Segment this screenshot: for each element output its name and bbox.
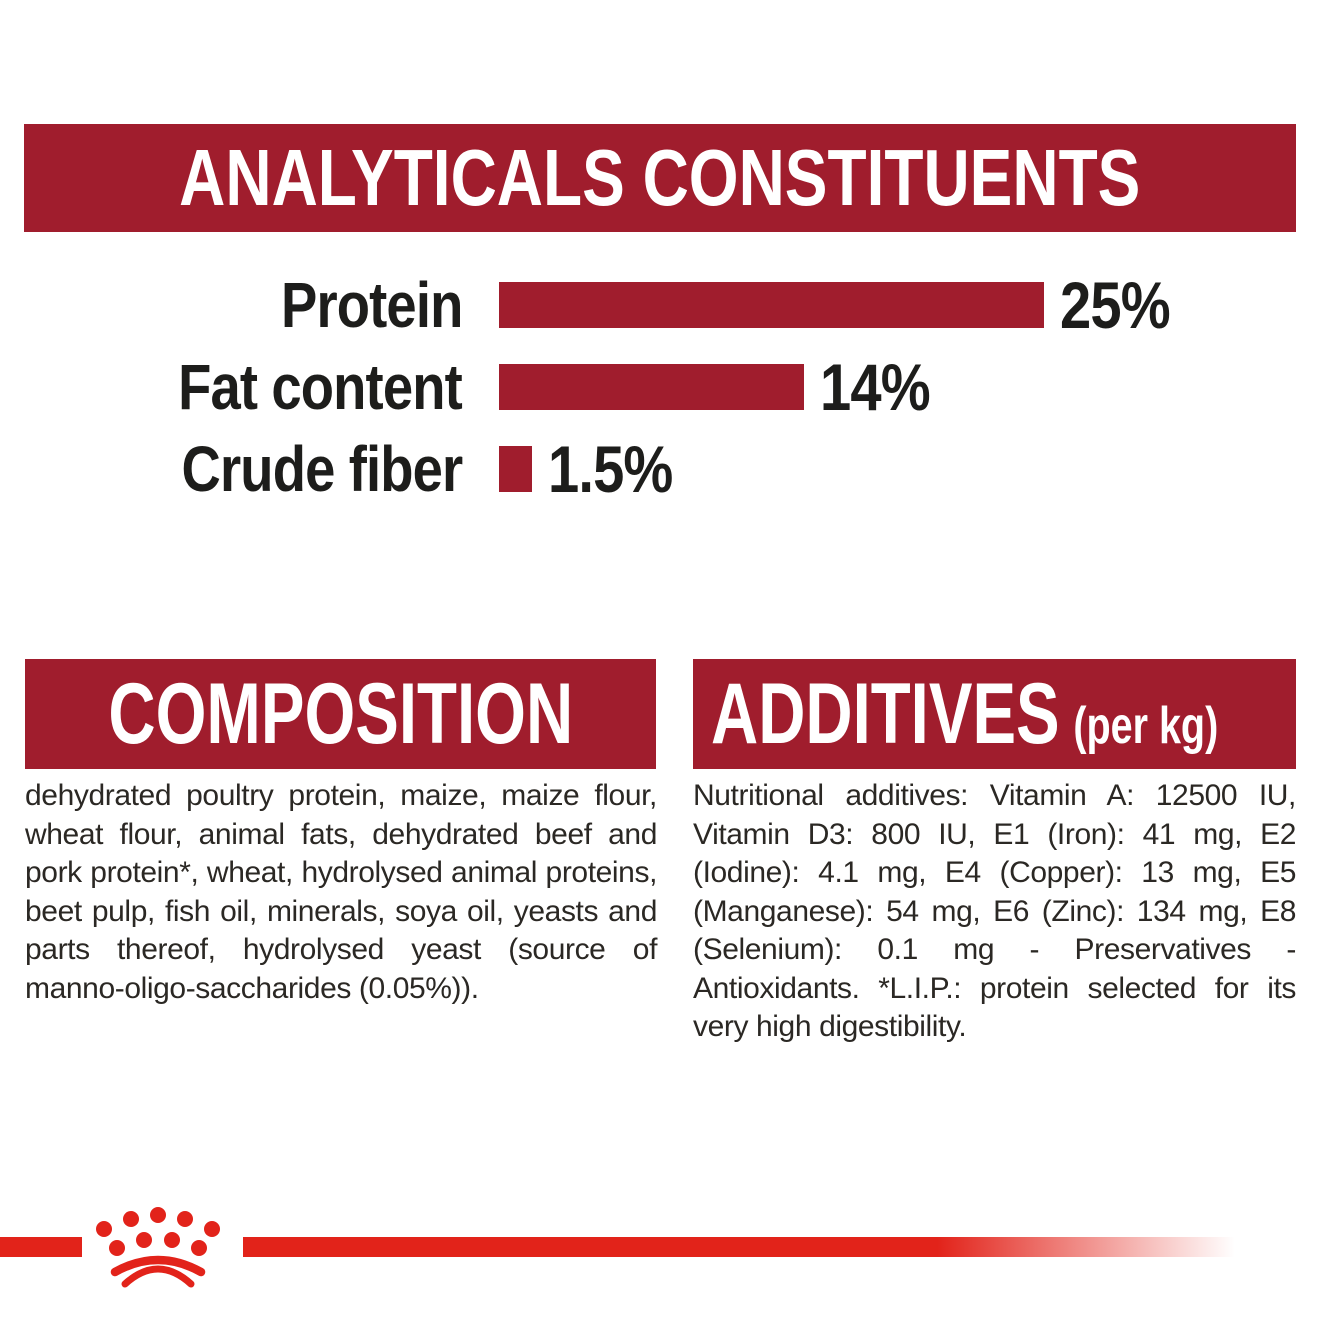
- chart-value-label: 25%: [1060, 268, 1171, 342]
- chart-bar: [499, 282, 1044, 328]
- chart-category-label-box: Fat content: [0, 351, 463, 423]
- analyticals-title: ANALYTICALS CONSTITUENTS: [179, 133, 1141, 222]
- analyticals-chart: Protein 25% Fat content 14% Crude fiber 1.5%: [0, 272, 1320, 527]
- chart-bar: [499, 446, 532, 492]
- additives-title: ADDITIVES: [711, 666, 1060, 762]
- chart-value-label: 14%: [820, 350, 931, 424]
- brand-line-left: [0, 1237, 82, 1257]
- additives-banner: ADDITIVES (per kg): [693, 659, 1296, 769]
- additives-title-suffix: (per kg): [1073, 697, 1219, 755]
- additives-title-group: ADDITIVES (per kg): [711, 671, 1218, 757]
- chart-category-label-box: Protein: [0, 269, 463, 341]
- additives-text: Nutritional additives: Vitamin A: 12500 …: [693, 779, 1296, 1043]
- chart-category-label: Fat content: [178, 351, 463, 423]
- chart-row-protein: Protein 25%: [0, 272, 1320, 338]
- composition-text: dehydrated poultry protein, maize, maize…: [25, 779, 657, 1005]
- brand-line-right: [243, 1237, 1235, 1257]
- composition-banner: COMPOSITION: [25, 659, 656, 769]
- chart-category-label: Crude fiber: [181, 433, 463, 505]
- chart-category-label-box: Crude fiber: [0, 433, 463, 505]
- chart-row-fat-content: Fat content 14%: [0, 354, 1320, 420]
- chart-row-crude-fiber: Crude fiber 1.5%: [0, 436, 1320, 502]
- composition-title: COMPOSITION: [108, 666, 573, 762]
- analyticals-banner: ANALYTICALS CONSTITUENTS: [24, 124, 1296, 232]
- chart-bar: [499, 364, 804, 410]
- royal-canin-crown-icon: [96, 1207, 220, 1288]
- chart-category-label: Protein: [280, 269, 463, 341]
- chart-value-label: 1.5%: [548, 432, 673, 506]
